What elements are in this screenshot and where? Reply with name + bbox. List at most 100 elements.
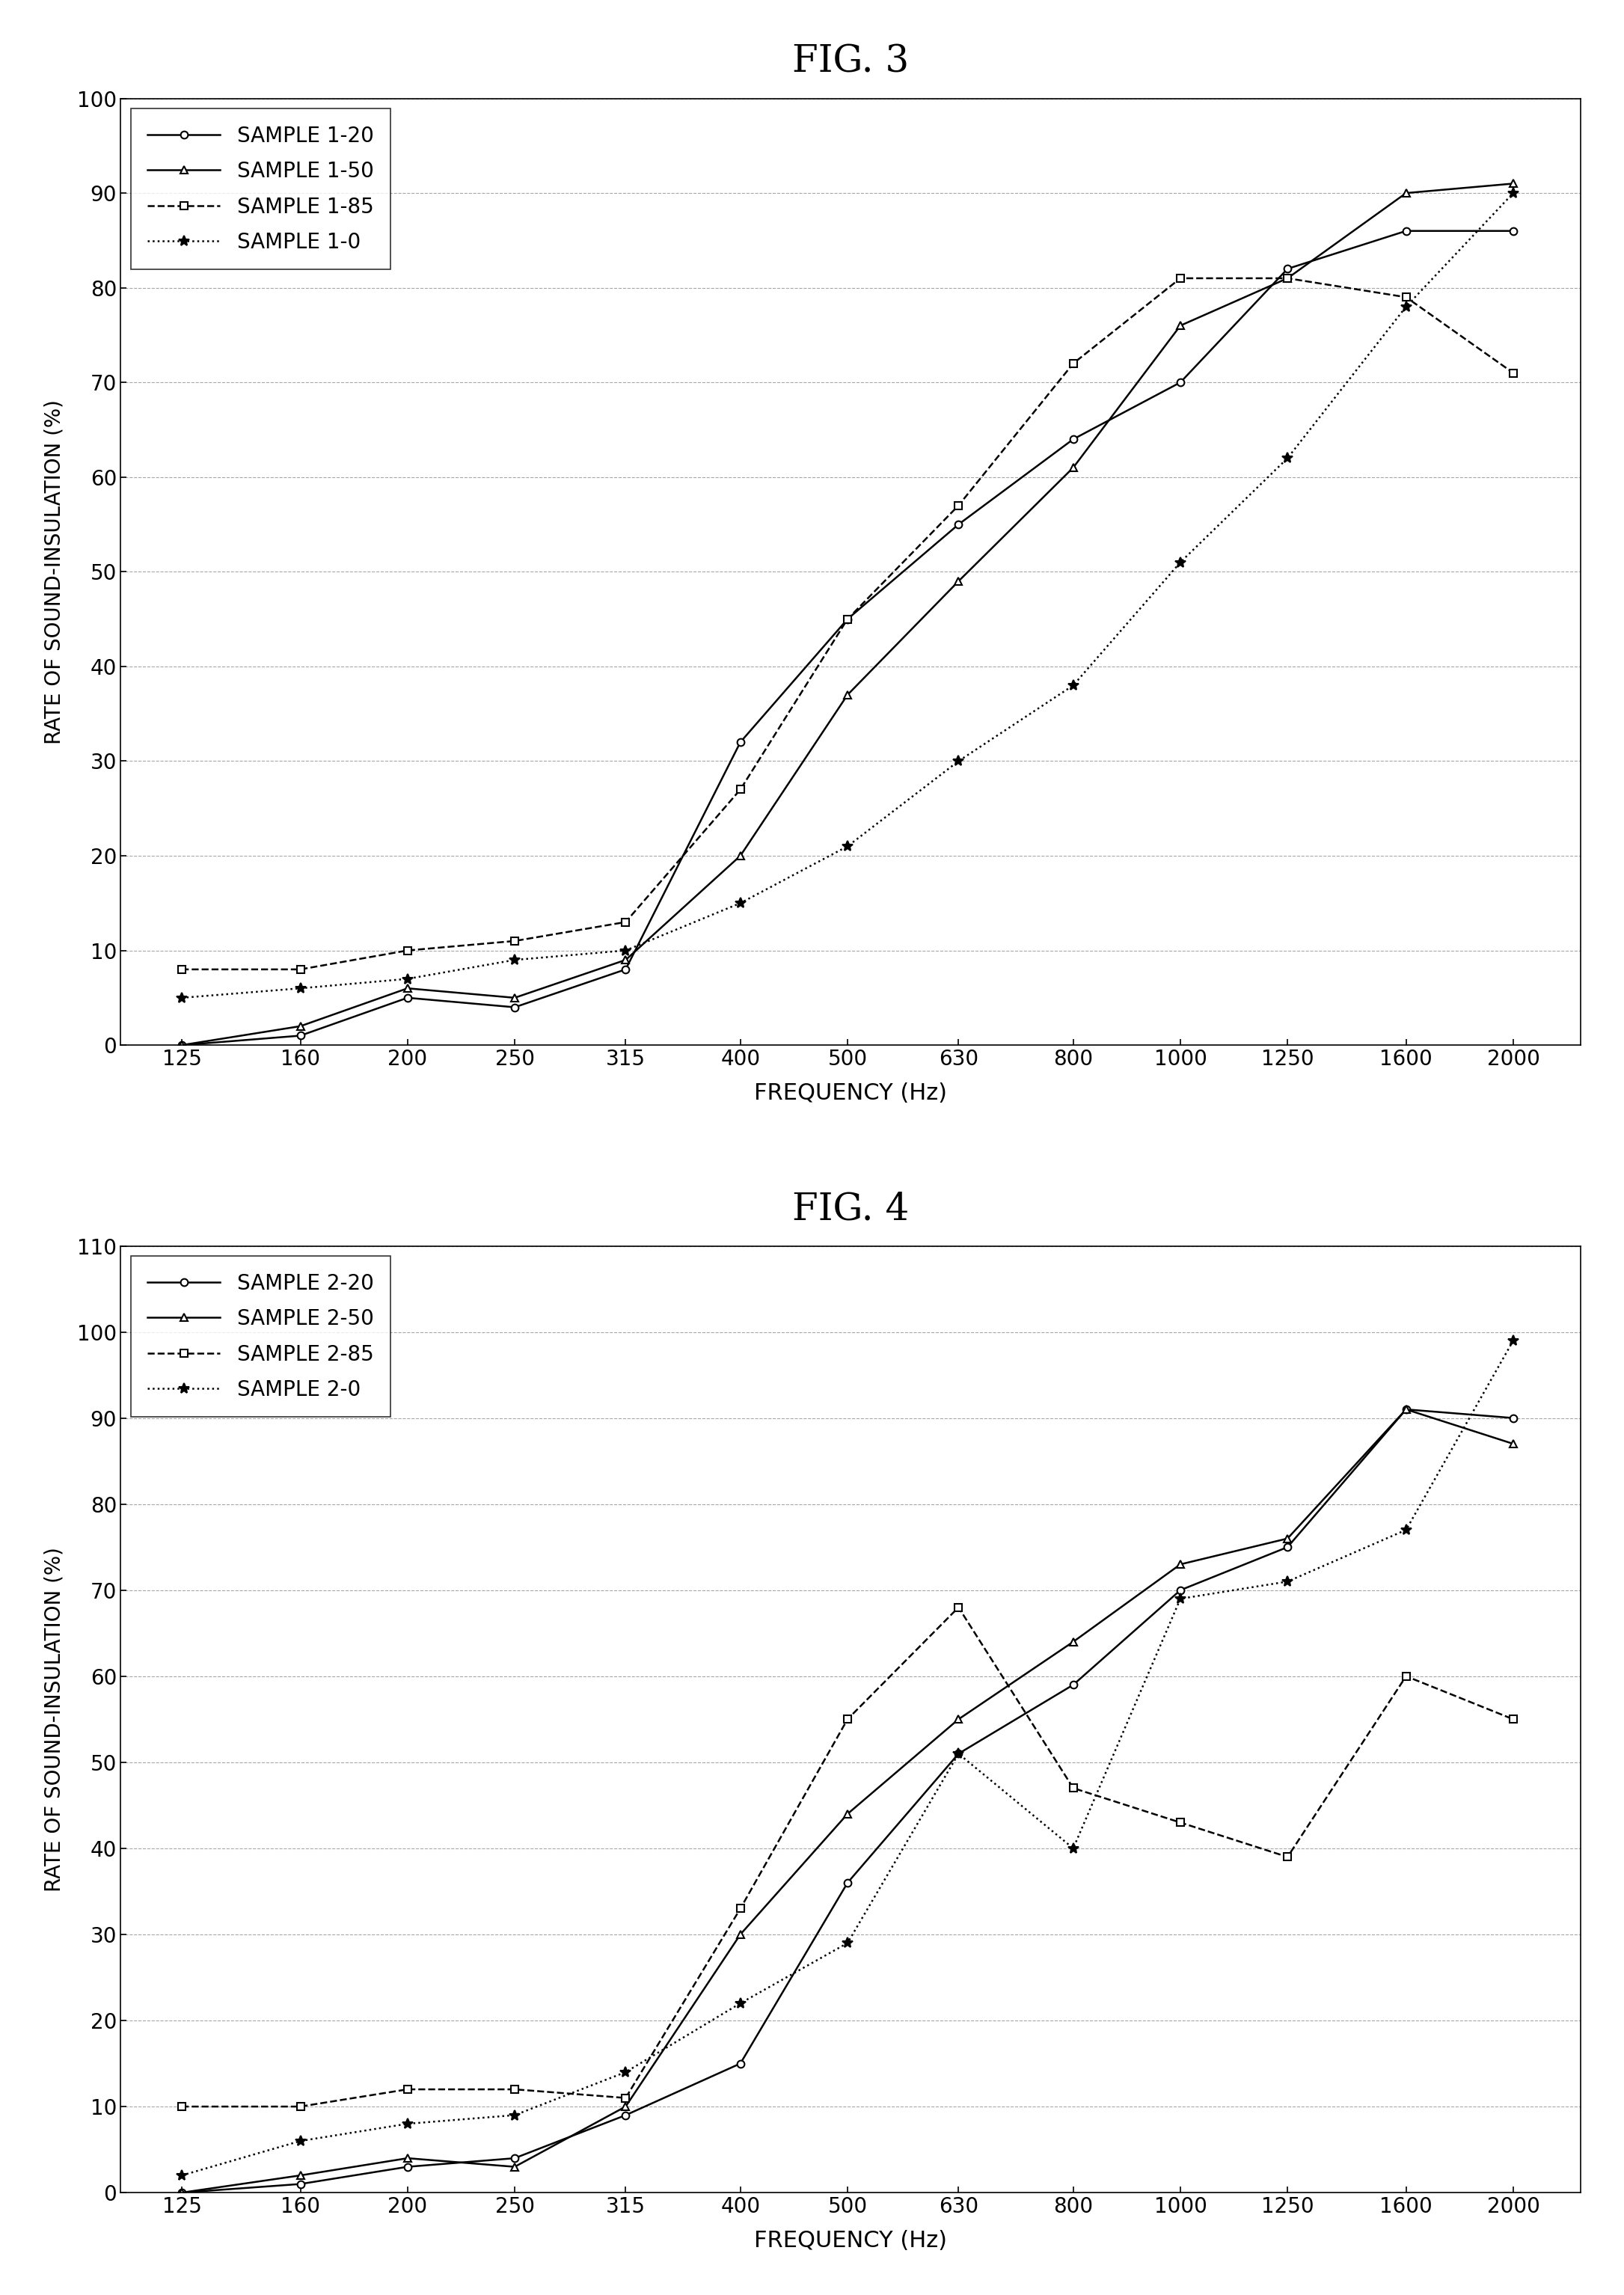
SAMPLE 1-0 <box>1278 445 1298 473</box>
SAMPLE 2-85 <box>1397 1662 1416 1689</box>
SAMPLE 1-50 <box>291 1012 310 1040</box>
SAMPLE 1-50 <box>838 682 857 709</box>
SAMPLE 2-0 <box>838 1930 857 1958</box>
SAMPLE 1-50 <box>505 985 525 1012</box>
SAMPLE 2-85 <box>615 2084 635 2111</box>
SAMPLE 2-0 <box>615 2059 635 2086</box>
SAMPLE 2-20 <box>1064 1671 1083 1698</box>
SAMPLE 1-20 <box>838 606 857 633</box>
SAMPLE 1-0 <box>172 985 192 1012</box>
SAMPLE 2-0 <box>1397 1517 1416 1545</box>
SAMPLE 2-20 <box>731 2049 750 2077</box>
SAMPLE 1-85 <box>505 927 525 955</box>
Line: SAMPLE 2-85: SAMPLE 2-85 <box>179 1604 1517 2109</box>
Line: SAMPLE 1-0: SAMPLE 1-0 <box>177 188 1518 1003</box>
Title: FIG. 3: FIG. 3 <box>793 44 909 80</box>
SAMPLE 1-50 <box>172 1030 192 1058</box>
SAMPLE 2-20 <box>1504 1405 1523 1432</box>
SAMPLE 2-85 <box>172 2093 192 2121</box>
X-axis label: FREQUENCY (Hz): FREQUENCY (Hz) <box>754 1083 947 1104</box>
SAMPLE 2-85 <box>1064 1774 1083 1802</box>
SAMPLE 2-85 <box>948 1593 968 1620</box>
Line: SAMPLE 1-20: SAMPLE 1-20 <box>179 227 1517 1049</box>
SAMPLE 2-0 <box>1064 1834 1083 1861</box>
SAMPLE 2-50 <box>505 2153 525 2180</box>
SAMPLE 1-0 <box>1064 672 1083 700</box>
SAMPLE 2-85 <box>1278 1843 1298 1870</box>
SAMPLE 1-50 <box>1504 170 1523 197</box>
SAMPLE 2-20 <box>615 2102 635 2130</box>
SAMPLE 1-20 <box>1171 369 1190 397</box>
SAMPLE 1-20 <box>172 1030 192 1058</box>
Line: SAMPLE 1-85: SAMPLE 1-85 <box>179 275 1517 973</box>
SAMPLE 2-50 <box>615 2093 635 2121</box>
SAMPLE 2-85 <box>731 1896 750 1923</box>
SAMPLE 2-50 <box>398 2144 417 2171</box>
SAMPLE 2-20 <box>505 2144 525 2171</box>
SAMPLE 1-0 <box>398 966 417 994</box>
SAMPLE 1-0 <box>731 890 750 918</box>
SAMPLE 2-50 <box>1397 1395 1416 1423</box>
SAMPLE 2-50 <box>948 1705 968 1733</box>
SAMPLE 1-85 <box>1504 358 1523 386</box>
SAMPLE 2-50 <box>1064 1627 1083 1655</box>
SAMPLE 1-20 <box>731 728 750 755</box>
SAMPLE 1-0 <box>1397 294 1416 321</box>
SAMPLE 2-85 <box>398 2075 417 2102</box>
SAMPLE 2-50 <box>1171 1551 1190 1579</box>
SAMPLE 1-20 <box>1504 218 1523 246</box>
SAMPLE 1-85 <box>838 606 857 633</box>
SAMPLE 2-85 <box>1171 1808 1190 1836</box>
SAMPLE 2-0 <box>172 2162 192 2189</box>
SAMPLE 2-20 <box>172 2178 192 2205</box>
SAMPLE 2-85 <box>1504 1705 1523 1733</box>
SAMPLE 2-85 <box>291 2093 310 2121</box>
SAMPLE 2-20 <box>948 1740 968 1767</box>
SAMPLE 1-85 <box>1171 264 1190 291</box>
SAMPLE 1-20 <box>948 512 968 539</box>
SAMPLE 1-50 <box>1397 179 1416 207</box>
SAMPLE 1-0 <box>948 748 968 776</box>
SAMPLE 2-0 <box>948 1740 968 1767</box>
SAMPLE 2-20 <box>1171 1577 1190 1604</box>
SAMPLE 1-20 <box>615 955 635 982</box>
SAMPLE 2-0 <box>1278 1567 1298 1595</box>
SAMPLE 2-0 <box>1504 1327 1523 1354</box>
SAMPLE 2-20 <box>838 1868 857 1896</box>
SAMPLE 1-20 <box>505 994 525 1021</box>
Line: SAMPLE 2-50: SAMPLE 2-50 <box>179 1407 1517 2196</box>
SAMPLE 1-85 <box>615 909 635 936</box>
SAMPLE 2-0 <box>731 1990 750 2017</box>
SAMPLE 1-0 <box>1171 549 1190 576</box>
SAMPLE 2-50 <box>838 1799 857 1827</box>
Line: SAMPLE 1-50: SAMPLE 1-50 <box>179 179 1517 1049</box>
SAMPLE 1-0 <box>291 975 310 1003</box>
SAMPLE 2-0 <box>398 2109 417 2137</box>
SAMPLE 1-20 <box>1278 255 1298 282</box>
Line: SAMPLE 2-0: SAMPLE 2-0 <box>177 1336 1518 2180</box>
SAMPLE 2-50 <box>291 2162 310 2189</box>
SAMPLE 2-20 <box>398 2153 417 2180</box>
SAMPLE 2-0 <box>1171 1586 1190 1613</box>
SAMPLE 2-0 <box>291 2127 310 2155</box>
SAMPLE 1-50 <box>731 842 750 870</box>
Line: SAMPLE 2-20: SAMPLE 2-20 <box>179 1407 1517 2196</box>
SAMPLE 1-0 <box>615 936 635 964</box>
Legend: SAMPLE 2-20, SAMPLE 2-50, SAMPLE 2-85, SAMPLE 2-0: SAMPLE 2-20, SAMPLE 2-50, SAMPLE 2-85, S… <box>132 1255 390 1416</box>
SAMPLE 1-0 <box>1504 179 1523 207</box>
SAMPLE 2-20 <box>1278 1533 1298 1561</box>
SAMPLE 1-50 <box>948 567 968 594</box>
Legend: SAMPLE 1-20, SAMPLE 1-50, SAMPLE 1-85, SAMPLE 1-0: SAMPLE 1-20, SAMPLE 1-50, SAMPLE 1-85, S… <box>132 108 390 269</box>
SAMPLE 1-50 <box>1171 312 1190 340</box>
Title: FIG. 4: FIG. 4 <box>793 1191 909 1228</box>
SAMPLE 1-85 <box>1064 349 1083 376</box>
SAMPLE 1-85 <box>398 936 417 964</box>
SAMPLE 1-50 <box>1278 264 1298 291</box>
SAMPLE 1-20 <box>398 985 417 1012</box>
SAMPLE 1-50 <box>1064 454 1083 482</box>
SAMPLE 2-85 <box>838 1705 857 1733</box>
SAMPLE 1-20 <box>1397 218 1416 246</box>
SAMPLE 2-50 <box>1278 1524 1298 1551</box>
SAMPLE 2-50 <box>1504 1430 1523 1457</box>
SAMPLE 1-20 <box>1064 425 1083 452</box>
